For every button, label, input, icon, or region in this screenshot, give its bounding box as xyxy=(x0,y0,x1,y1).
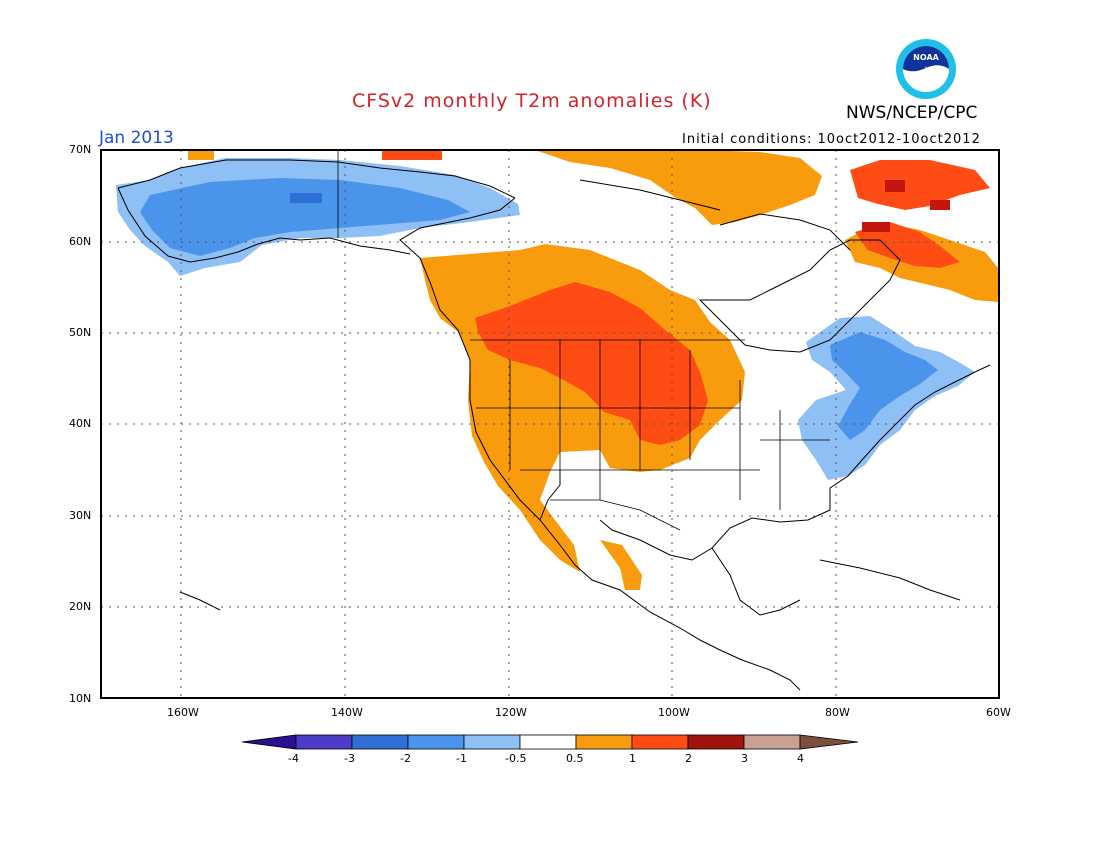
lon-label-120w: 120W xyxy=(495,706,527,719)
colorbar-segment xyxy=(519,734,577,750)
colorbar-label: 0.5 xyxy=(566,752,584,765)
lat-label-60n: 60N xyxy=(69,235,92,248)
colorbar-segment xyxy=(463,734,521,750)
lat-label-40n: 40N xyxy=(69,417,92,430)
cold-anomaly-northeast xyxy=(798,316,975,480)
colorbar-arrow-right xyxy=(799,734,859,750)
colorbar-label: 1 xyxy=(629,752,636,765)
colorbar xyxy=(241,734,859,750)
colorbar-label: 3 xyxy=(741,752,748,765)
colorbar-segment xyxy=(687,734,745,750)
map-frame xyxy=(100,149,1000,699)
colorbar-label: -4 xyxy=(288,752,299,765)
lat-label-50n: 50N xyxy=(69,326,92,339)
colorbar-label: 2 xyxy=(685,752,692,765)
lat-label-30n: 30N xyxy=(69,509,92,522)
colorbar-label: -1 xyxy=(456,752,467,765)
lat-label-20n: 20N xyxy=(69,600,92,613)
logo-text: NOAA xyxy=(913,53,939,62)
colorbar-segment xyxy=(575,734,633,750)
initial-conditions: Initial conditions: 10oct2012-10oct2012 xyxy=(682,132,981,147)
cold-anomaly-alaska xyxy=(116,158,520,276)
lat-label-70n: 70N xyxy=(69,143,92,156)
colorbar-segment xyxy=(743,734,801,750)
lon-label-100w: 100W xyxy=(658,706,690,719)
state-borders xyxy=(337,150,830,531)
lon-label-140w: 140W xyxy=(331,706,363,719)
warm-anomaly-west xyxy=(420,244,745,590)
colorbar-segment xyxy=(631,734,689,750)
forecast-month: Jan 2013 xyxy=(99,128,174,148)
noaa-logo-icon: NOAA xyxy=(896,39,956,99)
colorbar-label: 4 xyxy=(797,752,804,765)
map-title: CFSv2 monthly T2m anomalies (K) xyxy=(352,90,712,112)
graticule xyxy=(101,150,999,698)
colorbar-arrow-left xyxy=(241,734,297,750)
organization-label: NWS/NCEP/CPC xyxy=(846,103,978,123)
colorbar-segment xyxy=(407,734,465,750)
warm-anomaly-north xyxy=(188,150,998,302)
colorbar-label: -2 xyxy=(400,752,411,765)
colorbar-segment xyxy=(295,734,353,750)
colorbar-segment xyxy=(351,734,409,750)
lon-label-80w: 80W xyxy=(825,706,850,719)
lon-label-160w: 160W xyxy=(167,706,199,719)
colorbar-label: -3 xyxy=(344,752,355,765)
lon-label-60w: 60W xyxy=(986,706,1011,719)
colorbar-label: -0.5 xyxy=(505,752,527,765)
lat-label-10n: 10N xyxy=(69,692,92,705)
